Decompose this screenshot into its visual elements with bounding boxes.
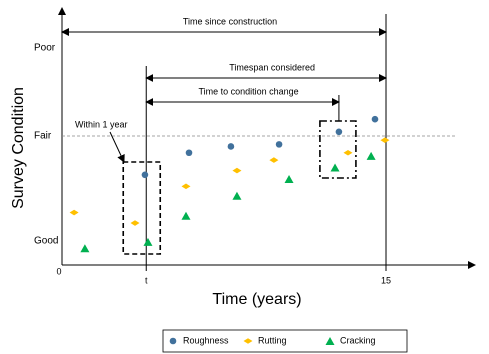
y-tick-label: Good xyxy=(34,236,58,247)
legend-label: Rutting xyxy=(258,335,287,345)
legend-marker xyxy=(325,337,335,345)
highlight-box xyxy=(122,161,162,255)
point xyxy=(269,157,279,163)
point xyxy=(227,143,235,150)
point xyxy=(181,183,191,190)
point xyxy=(343,149,353,156)
legend-label: Roughness xyxy=(183,335,229,345)
point xyxy=(366,151,376,160)
annotation: Timespan considered xyxy=(229,62,315,72)
point xyxy=(232,191,242,200)
point xyxy=(275,141,283,148)
pointer xyxy=(109,131,125,163)
point xyxy=(141,171,149,179)
legend-label: Cracking xyxy=(340,335,376,345)
x-axis-label: Time (years) xyxy=(212,291,301,308)
legend-marker xyxy=(243,338,253,344)
x-tick-label: t xyxy=(145,275,148,285)
point xyxy=(69,209,79,216)
annotation: Time since construction xyxy=(183,16,277,26)
point xyxy=(371,115,379,123)
point xyxy=(232,167,242,174)
y-tick-label: Poor xyxy=(34,43,56,54)
highlight-box xyxy=(319,120,357,179)
x-tick-label: 15 xyxy=(381,275,391,285)
y-axis-label: Survey Condition xyxy=(10,87,27,209)
point xyxy=(143,237,153,246)
point xyxy=(185,149,193,157)
point xyxy=(330,163,340,172)
annotation: Time to condition change xyxy=(198,86,298,96)
point xyxy=(130,220,140,226)
annotation: Within 1 year xyxy=(75,119,128,129)
point xyxy=(181,211,191,220)
point xyxy=(335,128,343,136)
point xyxy=(380,137,390,143)
point xyxy=(284,174,294,183)
legend-box xyxy=(162,329,408,353)
point xyxy=(80,244,90,253)
x-tick-label: 0 xyxy=(56,266,61,276)
legend-marker xyxy=(169,337,177,345)
y-tick-label: Fair xyxy=(34,131,52,142)
